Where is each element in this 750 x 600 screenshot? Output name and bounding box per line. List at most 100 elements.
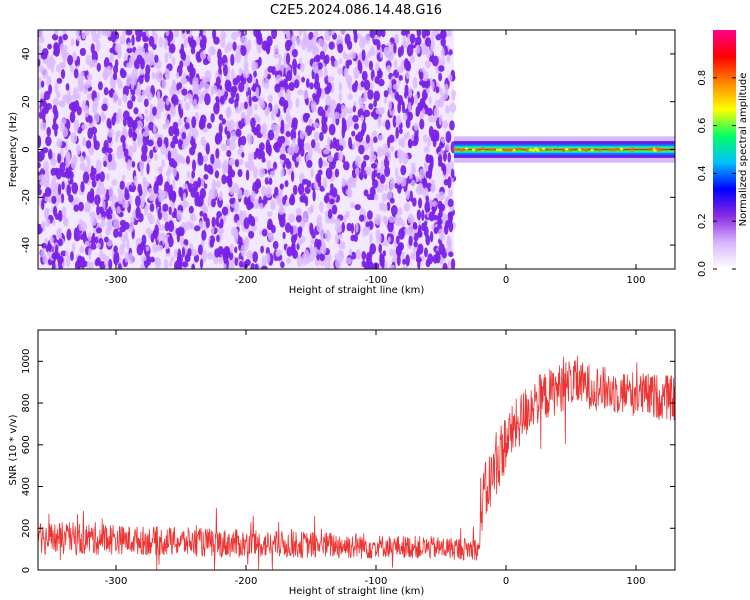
- noise-cell: [379, 256, 385, 263]
- noise-cell: [184, 122, 190, 130]
- noise-cell: [105, 65, 113, 77]
- noise-cell: [62, 53, 67, 64]
- noise-cell: [139, 241, 146, 251]
- noise-cell: [142, 134, 150, 146]
- noise-cell: [106, 147, 113, 154]
- noise-cell: [160, 142, 167, 155]
- noise-cell: [57, 238, 63, 247]
- noise-cell: [56, 138, 63, 148]
- noise-cell: [390, 264, 395, 269]
- snr-y-tick-label: 0: [21, 567, 32, 573]
- noise-cell: [377, 69, 383, 79]
- noise-cell: [386, 65, 392, 73]
- noise-cell: [327, 208, 333, 220]
- noise-cell: [334, 222, 342, 234]
- noise-cell: [324, 30, 331, 41]
- noise-cell: [445, 220, 451, 229]
- noise-cell: [310, 238, 315, 245]
- noise-cell: [421, 209, 425, 222]
- noise-cell: [70, 157, 77, 170]
- noise-cell: [149, 202, 155, 212]
- noise-cell: [199, 258, 204, 269]
- noise-cell: [128, 184, 133, 192]
- noise-cell: [149, 149, 154, 159]
- noise-cell: [234, 257, 239, 266]
- noise-cell: [402, 35, 406, 47]
- spectrogram-y-tick-label: 20: [21, 95, 32, 108]
- noise-cell: [352, 114, 359, 123]
- noise-cell: [312, 92, 317, 100]
- noise-cell: [131, 120, 138, 130]
- noise-cell: [444, 83, 449, 95]
- noise-cell: [348, 83, 353, 91]
- noise-cell: [176, 209, 183, 221]
- noise-cell: [266, 222, 274, 231]
- noise-cell: [283, 103, 287, 114]
- noise-cell: [450, 168, 455, 179]
- noise-cell: [125, 30, 133, 36]
- noise-cell: [445, 105, 451, 114]
- noise-cell: [398, 75, 403, 81]
- noise-cell: [408, 86, 413, 99]
- noise-cell: [82, 83, 89, 95]
- noise-cell: [51, 123, 59, 131]
- noise-cell: [290, 128, 297, 141]
- noise-cell: [326, 82, 332, 93]
- noise-cell: [393, 59, 398, 69]
- noise-cell: [167, 235, 174, 248]
- noise-cell: [435, 86, 440, 94]
- noise-cell: [174, 127, 180, 137]
- noise-cell: [82, 136, 86, 147]
- noise-cell: [135, 206, 141, 219]
- noise-cell: [324, 54, 330, 65]
- noise-cell: [150, 190, 155, 202]
- noise-cell: [79, 245, 85, 254]
- noise-cell: [177, 248, 182, 261]
- noise-cell: [347, 93, 353, 101]
- noise-cell: [274, 83, 281, 93]
- noise-cell: [81, 32, 86, 40]
- noise-cell: [71, 182, 79, 194]
- noise-cell: [219, 231, 223, 240]
- noise-cell: [313, 246, 319, 257]
- noise-cell: [260, 265, 268, 269]
- noise-cell: [353, 66, 360, 79]
- noise-cell: [75, 30, 80, 38]
- noise-cell: [330, 30, 335, 36]
- signal-cell: [541, 147, 546, 151]
- noise-cell: [361, 49, 366, 62]
- noise-cell: [121, 242, 126, 248]
- noise-cell: [100, 187, 107, 196]
- noise-cell: [134, 48, 141, 57]
- noise-cell: [339, 58, 343, 65]
- noise-cell: [235, 30, 242, 37]
- noise-cell: [127, 42, 132, 49]
- noise-cell: [244, 161, 250, 169]
- noise-cell: [146, 212, 153, 220]
- noise-cell: [376, 39, 381, 51]
- noise-cell: [341, 122, 347, 133]
- noise-cell: [396, 207, 403, 216]
- noise-cell: [156, 70, 163, 83]
- noise-cell: [243, 60, 249, 71]
- noise-cell: [353, 122, 359, 130]
- noise-cell: [78, 201, 84, 212]
- noise-cell: [61, 206, 67, 217]
- noise-cell: [325, 167, 333, 180]
- noise-cell: [327, 106, 334, 119]
- noise-cell: [77, 84, 84, 93]
- noise-cell: [254, 263, 259, 269]
- noise-cell: [190, 46, 196, 55]
- noise-cell: [408, 140, 412, 148]
- noise-cell: [275, 250, 281, 258]
- noise-cell: [220, 30, 227, 41]
- noise-cell: [423, 247, 428, 258]
- noise-cell: [70, 38, 75, 47]
- noise-cell: [141, 89, 146, 99]
- noise-cell: [317, 62, 323, 70]
- noise-cell: [299, 129, 304, 140]
- noise-cell: [156, 217, 160, 227]
- spectrogram-x-tick-label: -100: [365, 275, 388, 286]
- noise-cell: [135, 195, 141, 208]
- noise-cell: [250, 117, 256, 129]
